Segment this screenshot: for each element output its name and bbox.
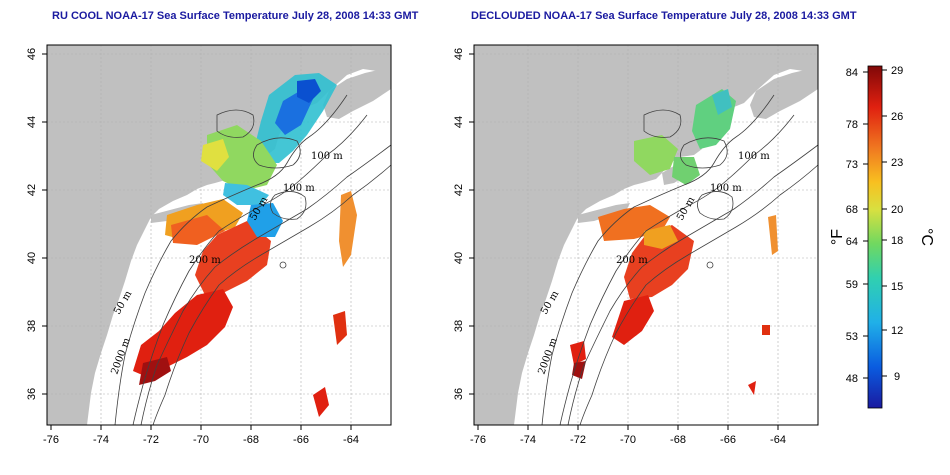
right-lat-ticks <box>469 53 474 395</box>
lat-tick-label: 46 <box>26 48 38 60</box>
fahrenheit-tick-label: 73 <box>846 159 858 171</box>
left-lon-ticks <box>50 425 352 430</box>
fahrenheit-tick-label: 84 <box>846 67 858 79</box>
lat-tick-label: 42 <box>26 184 38 196</box>
fahrenheit-tick-label: 53 <box>846 331 858 343</box>
left-contour-label: 100 m <box>311 151 343 162</box>
lon-tick-label: -72 <box>570 434 586 446</box>
lon-tick-label: -72 <box>143 434 159 446</box>
right-plot-frame <box>473 44 819 426</box>
lat-tick-label: 40 <box>26 252 38 264</box>
celsius-unit-label: °C <box>918 228 935 246</box>
fahrenheit-tick-label: 64 <box>846 236 858 248</box>
lat-tick-label: 46 <box>453 48 465 60</box>
celsius-tick-label: 12 <box>891 325 903 337</box>
lon-tick-label: -70 <box>193 434 209 446</box>
lon-tick-label: -70 <box>620 434 636 446</box>
fahrenheit-tick-label: 48 <box>846 373 858 385</box>
lon-tick-label: -74 <box>93 434 109 446</box>
lat-tick-label: 42 <box>453 184 465 196</box>
left-contour-label: 100 m <box>283 183 315 194</box>
colorbar-gradient <box>867 65 883 409</box>
lon-tick-label: -68 <box>670 434 686 446</box>
lat-tick-label: 44 <box>453 116 465 128</box>
fahrenheit-unit-label: °F <box>829 229 846 245</box>
left-contour-label: 200 m <box>189 255 221 266</box>
left-plot-frame <box>46 44 392 426</box>
right-lon-ticks <box>477 425 779 430</box>
celsius-tick-label: 26 <box>891 111 903 123</box>
left-lat-ticks <box>42 53 47 395</box>
colorbar-celsius-ticks <box>882 69 887 377</box>
lon-tick-label: -68 <box>243 434 259 446</box>
celsius-tick-label: 18 <box>891 235 903 247</box>
lat-tick-label: 36 <box>26 388 38 400</box>
celsius-tick-label: 15 <box>891 281 903 293</box>
left-map-title: RU COOL NOAA-17 Sea Surface Temperature … <box>52 10 419 22</box>
celsius-tick-label: 29 <box>891 65 903 77</box>
fahrenheit-tick-label: 68 <box>846 204 858 216</box>
right-map-title: DECLOUDED NOAA-17 Sea Surface Temperatur… <box>471 10 857 22</box>
lon-tick-label: -64 <box>770 434 786 446</box>
right-contour-label: 100 m <box>710 183 742 194</box>
lat-tick-label: 38 <box>453 320 465 332</box>
fahrenheit-tick-label: 78 <box>846 119 858 131</box>
right-contour-label: 100 m <box>738 151 770 162</box>
lat-tick-label: 38 <box>26 320 38 332</box>
right-sst-field <box>570 89 778 395</box>
lon-tick-label: -76 <box>43 434 59 446</box>
lat-tick-label: 40 <box>453 252 465 264</box>
celsius-tick-label: 20 <box>891 204 903 216</box>
lon-tick-label: -76 <box>470 434 486 446</box>
temperature-colorbar: 84 78 73 68 64 59 53 48 29 26 23 20 18 1… <box>829 65 935 409</box>
lon-tick-label: -66 <box>720 434 736 446</box>
lon-tick-label: -66 <box>293 434 309 446</box>
fahrenheit-tick-label: 59 <box>846 279 858 291</box>
celsius-tick-label: 23 <box>891 157 903 169</box>
right-contour-label: 200 m <box>616 255 648 266</box>
right-map-panel: 100 m 100 m 50 m 200 m 50 m 2000 m -76 -… <box>453 44 819 446</box>
celsius-tick-label: 9 <box>894 371 900 383</box>
colorbar-fahrenheit-ticks <box>863 71 868 379</box>
lon-tick-label: -64 <box>343 434 359 446</box>
left-map-panel: 100 m 100 m 50 m 200 m 50 m 2000 m -76 -… <box>26 44 392 446</box>
lat-tick-label: 36 <box>453 388 465 400</box>
lat-tick-label: 44 <box>26 116 38 128</box>
lon-tick-label: -74 <box>520 434 536 446</box>
